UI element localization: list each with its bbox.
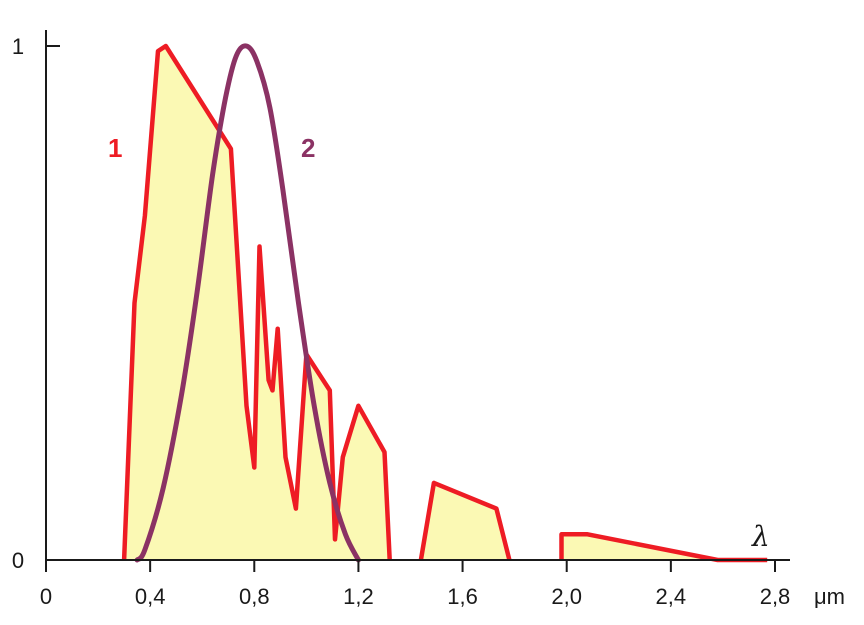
series-1-line-2 — [418, 480, 512, 561]
x-tick-label-7: 2,8 — [760, 584, 791, 609]
y-tick-label-1: 1 — [12, 34, 24, 59]
y-tick-label-0: 0 — [12, 548, 24, 573]
x-tick-label-4: 1,6 — [447, 584, 478, 609]
x-unit-label: μm — [814, 584, 845, 609]
ticks-group: 0 0,4 0,8 1,2 1,6 2,0 2,4 2,8 0 1 — [12, 34, 790, 609]
lambda-symbol: λ — [751, 520, 770, 553]
labels-group: μm λ 1 2 — [108, 133, 845, 609]
series-1-fill-3 — [561, 534, 768, 560]
x-tick-label-2: 0,8 — [239, 584, 270, 609]
x-tick-label-0: 0 — [40, 584, 52, 609]
x-tick-label-1: 0,4 — [135, 584, 166, 609]
series-1-line-1 — [121, 43, 392, 561]
axes-group — [45, 30, 790, 561]
series-1-fill-2 — [420, 482, 510, 560]
x-tick-label-3: 1,2 — [343, 584, 374, 609]
series-1-label: 1 — [108, 133, 122, 163]
series-1-fill-1 — [124, 46, 390, 560]
x-tick-label-5: 2,0 — [551, 584, 582, 609]
x-tick-label-6: 2,4 — [656, 584, 687, 609]
series-lines-group — [121, 43, 768, 563]
series-2-label: 2 — [301, 133, 315, 163]
series-2-line — [134, 43, 361, 563]
